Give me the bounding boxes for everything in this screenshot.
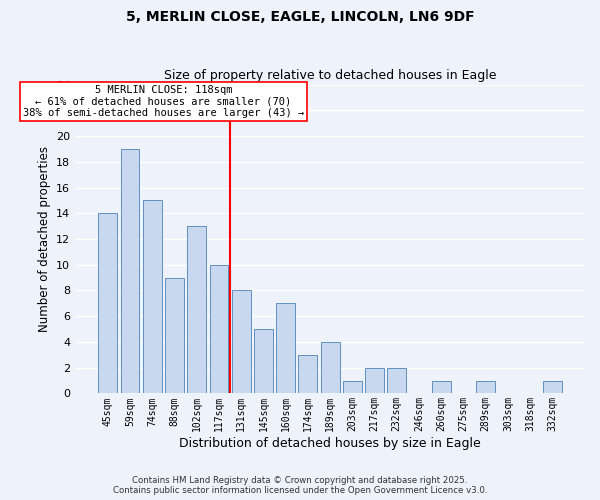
Bar bbox=[232, 290, 251, 394]
Y-axis label: Number of detached properties: Number of detached properties bbox=[38, 146, 50, 332]
Bar bbox=[98, 213, 117, 394]
Bar bbox=[343, 380, 362, 394]
Bar bbox=[276, 304, 295, 394]
Bar bbox=[143, 200, 162, 394]
Text: 5, MERLIN CLOSE, EAGLE, LINCOLN, LN6 9DF: 5, MERLIN CLOSE, EAGLE, LINCOLN, LN6 9DF bbox=[125, 10, 475, 24]
Bar bbox=[320, 342, 340, 394]
Bar bbox=[209, 264, 229, 394]
Bar bbox=[121, 149, 139, 394]
Bar bbox=[365, 368, 384, 394]
Bar bbox=[165, 278, 184, 394]
Bar bbox=[388, 368, 406, 394]
Bar bbox=[543, 380, 562, 394]
Bar bbox=[432, 380, 451, 394]
Text: 5 MERLIN CLOSE: 118sqm
← 61% of detached houses are smaller (70)
38% of semi-det: 5 MERLIN CLOSE: 118sqm ← 61% of detached… bbox=[23, 84, 304, 118]
X-axis label: Distribution of detached houses by size in Eagle: Distribution of detached houses by size … bbox=[179, 437, 481, 450]
Bar bbox=[254, 329, 273, 394]
Title: Size of property relative to detached houses in Eagle: Size of property relative to detached ho… bbox=[164, 69, 496, 82]
Bar bbox=[298, 355, 317, 394]
Bar bbox=[476, 380, 495, 394]
Text: Contains HM Land Registry data © Crown copyright and database right 2025.
Contai: Contains HM Land Registry data © Crown c… bbox=[113, 476, 487, 495]
Bar bbox=[187, 226, 206, 394]
